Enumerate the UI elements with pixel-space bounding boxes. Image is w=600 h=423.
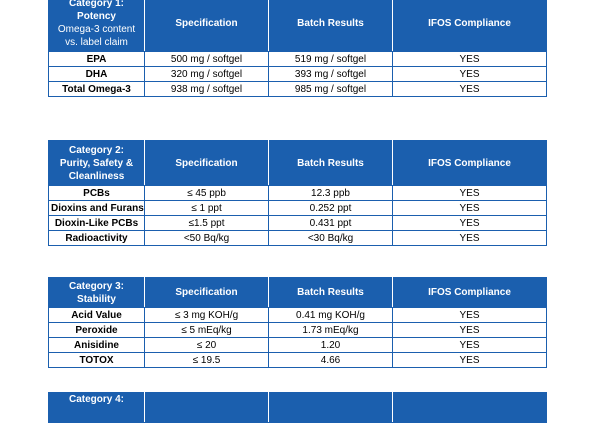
compliance-cell: YES [392,185,547,201]
category-header: Category 3: Stability [48,277,145,308]
specification-cell: 938 mg / softgel [144,81,269,97]
purity-table: Category 2: Purity, Safety & Cleanliness… [48,140,547,246]
category-number: Category 1: [68,0,124,9]
parameter-cell: Anisidine [48,337,145,353]
parameter-cell: PCBs [48,185,145,201]
specification-header [144,392,269,423]
category-header: Category 4: [48,392,145,423]
specification-cell: ≤ 3 mg KOH/g [144,307,269,323]
result-cell: 0.41 mg KOH/g [268,307,393,323]
batch-results-header: Batch Results [268,140,393,186]
result-cell: 0.252 ppt [268,200,393,216]
specification-cell: ≤ 1 ppt [144,200,269,216]
table-row: Radioactivity <50 Bq/kg <30 Bq/kg YES [48,230,547,246]
batch-results-header: Batch Results [268,0,393,52]
compliance-header: IFOS Compliance [392,140,547,186]
table-row: PCBs ≤ 45 ppb 12.3 ppb YES [48,185,547,201]
table-row: EPA 500 mg / softgel 519 mg / softgel YE… [48,51,547,67]
table-row: TOTOX ≤ 19.5 4.66 YES [48,352,547,368]
compliance-cell: YES [392,337,547,353]
parameter-cell: Peroxide [48,322,145,338]
specification-cell: ≤ 45 ppb [144,185,269,201]
table-row: Anisidine ≤ 20 1.20 YES [48,337,547,353]
specification-cell: <50 Bq/kg [144,230,269,246]
result-cell: <30 Bq/kg [268,230,393,246]
table-header-row: Category 4: [48,392,547,423]
compliance-header: IFOS Compliance [392,0,547,52]
specification-cell: ≤ 19.5 [144,352,269,368]
potency-table: Category 1: Potency Omega-3 content vs. … [48,0,547,97]
result-cell: 1.20 [268,337,393,353]
batch-results-header: Batch Results [268,277,393,308]
parameter-cell: Radioactivity [48,230,145,246]
table-row: Peroxide ≤ 5 mEq/kg 1.73 mEq/kg YES [48,322,547,338]
compliance-cell: YES [392,307,547,323]
specification-cell: 500 mg / softgel [144,51,269,67]
specification-header: Specification [144,277,269,308]
compliance-cell: YES [392,51,547,67]
table-header-row: Category 1: Potency Omega-3 content vs. … [48,0,547,52]
parameter-cell: Dioxins and Furans [48,200,145,216]
compliance-cell: YES [392,230,547,246]
parameter-cell: TOTOX [48,352,145,368]
category-title: Purity, Safety & Cleanliness [59,157,134,182]
category-note: Omega-3 content vs. label claim [57,24,136,48]
table-row: DHA 320 mg / softgel 393 mg / softgel YE… [48,66,547,82]
compliance-cell: YES [392,66,547,82]
result-cell: 393 mg / softgel [268,66,393,82]
specification-cell: ≤1.5 ppt [144,215,269,231]
result-cell: 0.431 ppt [268,215,393,231]
category-title: Stability [77,293,116,305]
category-number: Category 2: [68,144,124,156]
table-header-row: Category 2: Purity, Safety & Cleanliness… [48,140,547,186]
result-cell: 1.73 mEq/kg [268,322,393,338]
category-title: Potency [77,11,116,22]
compliance-cell: YES [392,352,547,368]
stability-table: Category 3: Stability Specification Batc… [48,277,547,368]
parameter-cell: Acid Value [48,307,145,323]
batch-results-header [268,392,393,423]
specification-cell: ≤ 20 [144,337,269,353]
table-row: Total Omega-3 938 mg / softgel 985 mg / … [48,81,547,97]
compliance-cell: YES [392,81,547,97]
category-header: Category 1: Potency Omega-3 content vs. … [48,0,145,52]
compliance-header: IFOS Compliance [392,277,547,308]
parameter-cell: DHA [48,66,145,82]
parameter-cell: Dioxin-Like PCBs [48,215,145,231]
category-header: Category 2: Purity, Safety & Cleanliness [48,140,145,186]
category-number: Category 3: [68,280,124,292]
table-header-row: Category 3: Stability Specification Batc… [48,277,547,308]
compliance-cell: YES [392,322,547,338]
table-row: Dioxin-Like PCBs ≤1.5 ppt 0.431 ppt YES [48,215,547,231]
specification-cell: ≤ 5 mEq/kg [144,322,269,338]
category-4-table: Category 4: [48,392,547,423]
parameter-cell: EPA [48,51,145,67]
compliance-cell: YES [392,200,547,216]
compliance-cell: YES [392,215,547,231]
compliance-header [392,392,547,423]
result-cell: 985 mg / softgel [268,81,393,97]
specification-cell: 320 mg / softgel [144,66,269,82]
result-cell: 4.66 [268,352,393,368]
table-row: Acid Value ≤ 3 mg KOH/g 0.41 mg KOH/g YE… [48,307,547,323]
specification-header: Specification [144,140,269,186]
result-cell: 519 mg / softgel [268,51,393,67]
result-cell: 12.3 ppb [268,185,393,201]
specification-header: Specification [144,0,269,52]
parameter-cell: Total Omega-3 [48,81,145,97]
table-row: Dioxins and Furans ≤ 1 ppt 0.252 ppt YES [48,200,547,216]
